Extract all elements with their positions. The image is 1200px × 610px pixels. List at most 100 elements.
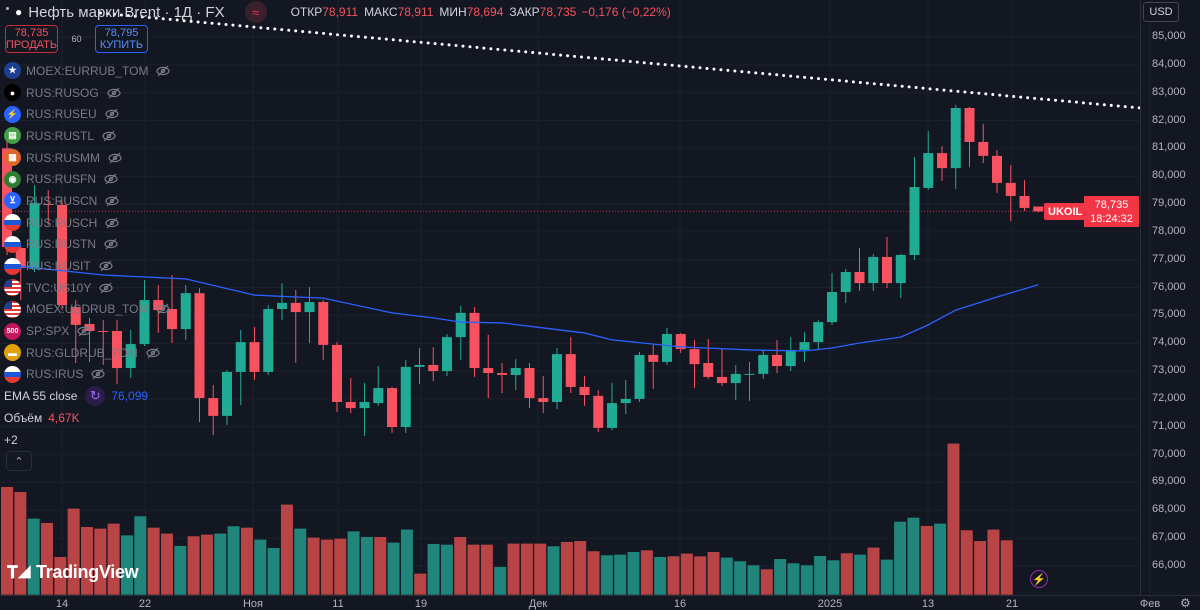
candle-body: [469, 312, 480, 369]
volume-bar: [640, 549, 654, 596]
candle-body: [84, 324, 95, 331]
eye-off-icon[interactable]: [104, 172, 118, 186]
time-axis[interactable]: [0, 595, 1200, 608]
eye-off-icon[interactable]: [156, 302, 171, 316]
eye-off-icon[interactable]: [99, 259, 113, 273]
eye-off-icon[interactable]: [108, 151, 122, 165]
us-flag-icon: [4, 279, 21, 297]
eye-off-icon[interactable]: [146, 346, 160, 360]
volume-bar: [533, 542, 547, 596]
legend-item[interactable]: TVC:US10Y: [4, 277, 170, 299]
sell-button[interactable]: 78,735 ПРОДАТЬ: [5, 25, 58, 53]
legend-item[interactable]: RUS:RUSIT: [4, 255, 170, 277]
eye-off-icon[interactable]: [99, 281, 113, 295]
time-tick: 19: [414, 598, 428, 610]
volume-bar: [346, 530, 361, 596]
high-value: 78,911: [397, 5, 434, 19]
eye-off-icon[interactable]: [102, 129, 116, 143]
time-tick: 2025: [817, 598, 843, 610]
last-price-label: 78,735 18:24:32: [1084, 196, 1139, 227]
volume-legend[interactable]: Объём 4,67K: [4, 407, 170, 429]
candle-body: [208, 398, 219, 416]
open-value: 78,911: [322, 5, 359, 19]
gear-icon[interactable]: ⚙: [1180, 596, 1191, 610]
candle-body: [304, 302, 315, 313]
eye-off-icon[interactable]: [77, 324, 91, 338]
candle-body: [235, 342, 246, 372]
approx-icon[interactable]: ≈: [244, 1, 267, 23]
candle-body: [607, 403, 617, 428]
legend-item[interactable]: ◉ RUS:RUSFN: [4, 168, 170, 190]
legend-item[interactable]: ▦ RUS:RUSMM: [4, 147, 170, 169]
volume-bar: [306, 536, 321, 596]
eye-off-icon[interactable]: [105, 216, 119, 230]
candle-body: [937, 153, 947, 169]
legend-symbol-name: RUS:RUSIT: [26, 259, 91, 274]
candle-body: [634, 354, 645, 399]
candle-body: [400, 366, 411, 428]
candle-body: [222, 371, 232, 416]
eye-off-icon[interactable]: [105, 194, 119, 208]
legend-item[interactable]: ▬ RUS:GLDRUB_TOM: [4, 342, 170, 364]
candle-body: [895, 254, 906, 284]
dotted-trendline: [99, 11, 1142, 110]
candle-body: [194, 293, 205, 399]
volume-bar: [266, 547, 281, 596]
tradingview-logo[interactable]: 𝐓◢ TradingView: [7, 562, 139, 583]
eye-off-icon[interactable]: [107, 86, 121, 100]
symbol-title[interactable]: Нефть марки Brent · 1Д · FX: [28, 3, 225, 21]
legend-item[interactable]: ⚡ RUS:RUSEU: [4, 103, 170, 125]
volume-bar: [0, 486, 14, 596]
ema-legend[interactable]: EMA 55 close ↻ 76,099: [4, 385, 170, 407]
candle-body: [29, 202, 40, 269]
currency-selector[interactable]: USD: [1143, 2, 1179, 22]
candle-body: [483, 368, 494, 374]
volume-bar: [653, 556, 667, 596]
eye-off-icon[interactable]: [104, 237, 118, 251]
trade-panel: 78,735 ПРОДАТЬ 60 78,795 КУПИТЬ: [5, 25, 148, 53]
eye-off-icon[interactable]: [105, 107, 119, 121]
candle-body: [813, 322, 824, 343]
last-price-symbol: UKOIL: [1044, 203, 1087, 220]
time-tick: 14: [55, 598, 69, 610]
legend-item[interactable]: RUS:RUSCH: [4, 212, 170, 234]
volume-bar: [773, 558, 787, 596]
time-tick: 21: [1005, 598, 1019, 610]
bar-countdown: 18:24:32: [1090, 212, 1133, 225]
eye-off-icon[interactable]: [156, 64, 171, 78]
volume-bar: [93, 528, 107, 596]
eu-flag-icon: ★: [4, 62, 21, 80]
lightning-icon[interactable]: ⚡: [1030, 570, 1048, 588]
candle-body: [827, 292, 837, 323]
legend-item[interactable]: 500 SP:SPX: [4, 320, 170, 342]
legend-item[interactable]: MOEX:USDRUB_TOM: [4, 299, 171, 321]
eye-off-icon[interactable]: [91, 367, 105, 381]
legend-item[interactable]: ▤ RUS:RUSTL: [4, 125, 170, 147]
more-indicators[interactable]: +2: [4, 432, 18, 447]
legend-item[interactable]: ⊻ RUS:RUSCN: [4, 190, 170, 212]
legend-item[interactable]: RUS:IRUS: [4, 364, 170, 386]
phone-icon: ▤: [4, 127, 21, 145]
legend-symbol-name: RUS:RUSMM: [26, 150, 100, 165]
legend: ★ MOEX:EURRUB_TOM ● RUS:RUSOG ⚡ RUS:RUSEU ▤ RUS…: [4, 60, 171, 450]
volume-bar: [320, 538, 334, 596]
candle-body: [43, 204, 54, 206]
collapse-legend-button[interactable]: ⌃: [6, 451, 32, 471]
legend-item[interactable]: RUS:RUSTN: [4, 234, 170, 256]
close-value: 78,735: [539, 5, 577, 19]
candle-body: [909, 187, 920, 255]
candle-body: [992, 155, 1002, 183]
price-axis[interactable]: [1140, 0, 1200, 595]
logo-text: TradingView: [35, 562, 139, 582]
volume-bar: [120, 534, 134, 596]
candle-body: [57, 204, 67, 306]
legend-item[interactable]: ● RUS:RUSOG: [4, 82, 170, 104]
candle-body: [345, 401, 356, 409]
volume-bar: [160, 532, 174, 596]
legend-item[interactable]: ★ MOEX:EURRUB_TOM: [4, 60, 171, 82]
candle-body: [758, 354, 769, 374]
buy-button[interactable]: 78,795 КУПИТЬ: [95, 25, 148, 53]
refresh-icon[interactable]: ↻: [85, 386, 106, 407]
legend-symbol-name: RUS:IRUS: [26, 367, 84, 382]
